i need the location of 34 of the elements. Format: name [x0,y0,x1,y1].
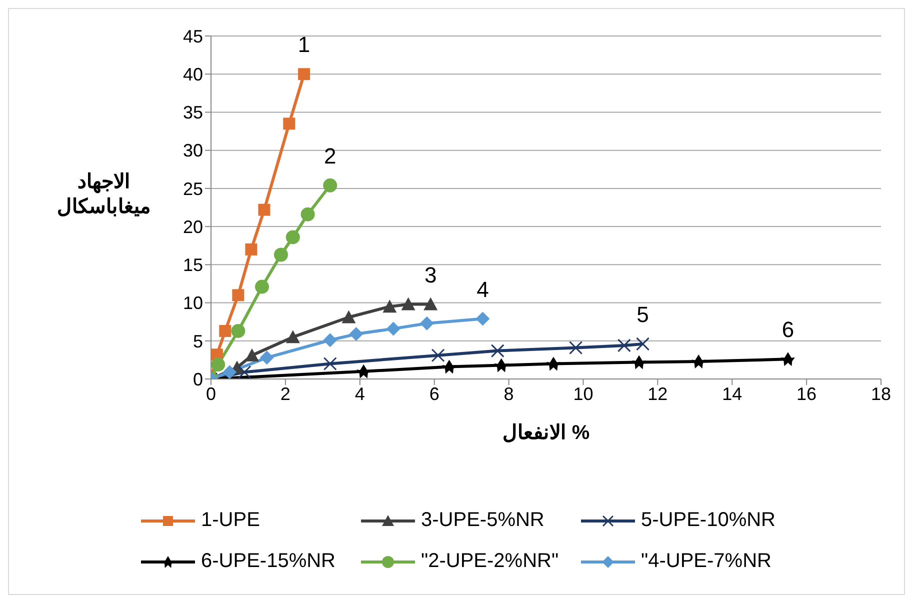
y-tick-label: 30 [182,140,203,161]
annotation: 4 [476,276,489,302]
legend-label: 3-UPE-5%NR [421,509,544,532]
x-tick-label: 14 [722,384,742,404]
y-tick-label: 45 [182,26,203,46]
x-tick-label: 12 [648,384,668,404]
x-tick-label: 4 [354,384,365,404]
y-tick-label: 25 [182,178,203,199]
x-tick-label: 8 [504,384,514,404]
y-tick-label: 5 [192,331,203,352]
legend-label: 1-UPE [201,509,260,532]
x-axis-title: الانفعال % [502,422,590,444]
annotation: 5 [636,302,649,327]
y-tick-label: 10 [182,293,203,314]
x-tick-label: 16 [796,384,817,404]
annotation: 2 [324,143,336,168]
legend-label: "4-UPE-7%NR [641,550,772,573]
x-tick-label: 0 [206,384,216,404]
legend-label: "2-UPE-2%NR" [421,550,559,573]
legend-label: 6-UPE-15%NR [201,550,336,573]
y-tick-label: 15 [182,255,203,276]
annotation: 1 [298,32,310,58]
x-tick-label: 18 [870,384,892,404]
annotation: 6 [782,317,794,342]
y-tick-label: 20 [182,216,203,237]
x-tick-label: 6 [429,384,440,404]
annotation: 3 [424,262,437,288]
y-axis-title: الاجهاد ميغاباسكال [56,170,152,219]
legend-label: 5-UPE-10%NR [641,509,776,532]
y-tick-label: 40 [182,64,203,84]
y-tick-label: 0 [192,369,203,390]
x-tick-label: 10 [573,384,594,404]
x-tick-label: 2 [280,384,290,404]
y-tick-label: 35 [182,102,203,123]
